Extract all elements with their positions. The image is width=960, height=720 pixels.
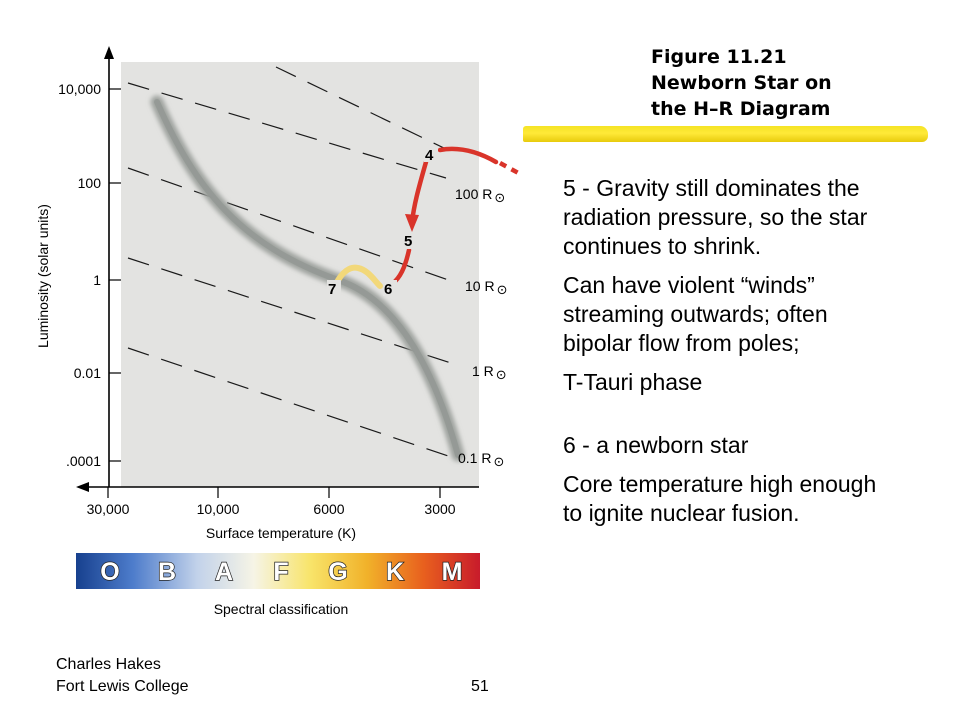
spectral-class-o: O	[100, 558, 119, 586]
radius-labels: 100 R ⊙ 10 R ⊙ 1 R ⊙ 0.1 R ⊙	[455, 186, 507, 470]
y-tick-label: .0001	[66, 453, 101, 469]
x-tick-label: 30,000	[87, 501, 130, 517]
radius-label: 0.1 R	[458, 450, 491, 466]
radius-label: 1 R	[472, 363, 494, 379]
x-tick-marks	[107, 487, 441, 498]
radius-line-100	[127, 82, 447, 179]
x-tick-labels: 30,000 10,000 6000 3000	[87, 501, 456, 517]
x-axis	[76, 482, 479, 492]
x-tick-label: 6000	[313, 501, 344, 517]
caption-line: Newborn Star on	[651, 72, 832, 94]
caption-line: the H–R Diagram	[651, 98, 831, 120]
sun-symbol: ⊙	[496, 368, 507, 383]
sun-symbol: ⊙	[497, 283, 508, 298]
radius-line-01	[127, 347, 458, 460]
track-segment-red-top	[437, 146, 499, 165]
y-tick-label: 10,000	[58, 81, 101, 97]
slide-body: 5 - Gravity still dominates the radiatio…	[563, 174, 893, 538]
bullet-gravity: 5 - Gravity still dominates the radiatio…	[563, 175, 868, 259]
spectral-class-k: K	[386, 558, 404, 586]
track-point-labels: 4 5 6 7	[327, 146, 438, 298]
sun-symbol: ⊙	[493, 455, 504, 470]
svg-text:10 R⊙: 10 R ⊙	[465, 278, 507, 298]
spectral-class-f: F	[273, 558, 288, 586]
bullet-newborn-star: 6 - a newborn star	[563, 432, 749, 458]
spectral-class-g: G	[328, 558, 347, 586]
radius-line-top	[275, 66, 447, 150]
track-point-label: 4	[425, 147, 434, 164]
x-tick-label: 3000	[424, 501, 455, 517]
evolutionary-track	[333, 146, 524, 289]
bullet-core-temperature: Core temperature high enough to ignite n…	[563, 471, 877, 526]
y-tick-label: 1	[93, 272, 101, 288]
page-number: 51	[471, 678, 489, 695]
spectral-class-b: B	[158, 558, 176, 586]
spectral-gradient-bar	[76, 553, 480, 589]
y-tick-label: 0.01	[74, 365, 101, 381]
x-tick-label: 10,000	[197, 501, 240, 517]
x-axis-arrowhead	[76, 482, 89, 492]
svg-text:1 R⊙: 1 R ⊙	[472, 363, 507, 383]
track-segment-yellow	[333, 264, 383, 289]
author-name: Charles Hakes	[56, 656, 161, 673]
radius-label: 100 R	[455, 186, 492, 202]
y-tick-marks	[109, 88, 121, 462]
radius-line-10	[127, 167, 458, 284]
footer-author: Charles Hakes Fort Lewis College	[56, 654, 189, 698]
y-axis-arrowhead	[104, 46, 114, 59]
track-segment-dashed	[498, 161, 524, 177]
caption-line: Figure 11.21	[651, 46, 787, 68]
y-tick-label: 100	[78, 175, 102, 191]
y-axis-label: Luminosity (solar units)	[35, 204, 51, 348]
sun-symbol: ⊙	[494, 191, 505, 206]
author-institution: Fort Lewis College	[56, 678, 189, 695]
track-point-label: 6	[384, 281, 392, 298]
svg-text:100 R⊙: 100 R ⊙	[455, 186, 505, 206]
y-tick-labels: 10,000 100 1 0.01 .0001	[58, 81, 101, 469]
y-axis	[104, 46, 114, 487]
track-arrowhead	[405, 214, 419, 232]
radius-line-1	[127, 257, 458, 366]
radius-lines	[127, 66, 458, 460]
track-point-label: 5	[404, 233, 412, 250]
radius-label: 10 R	[465, 278, 495, 294]
x-axis-label: Surface temperature (K)	[206, 525, 356, 541]
spectral-class-m: M	[442, 558, 463, 586]
spectral-classification-label: Spectral classification	[214, 601, 349, 617]
bullet-winds: Can have violent “winds” streaming outwa…	[563, 272, 828, 356]
highlighter-stroke	[523, 126, 928, 142]
track-point-label: 7	[328, 281, 336, 298]
figure-caption: Figure 11.21 Newborn Star on the H–R Dia…	[651, 44, 881, 122]
bullet-t-tauri: T-Tauri phase	[563, 369, 703, 395]
spectral-class-a: A	[215, 558, 233, 586]
svg-text:0.1 R⊙: 0.1 R ⊙	[458, 450, 504, 470]
